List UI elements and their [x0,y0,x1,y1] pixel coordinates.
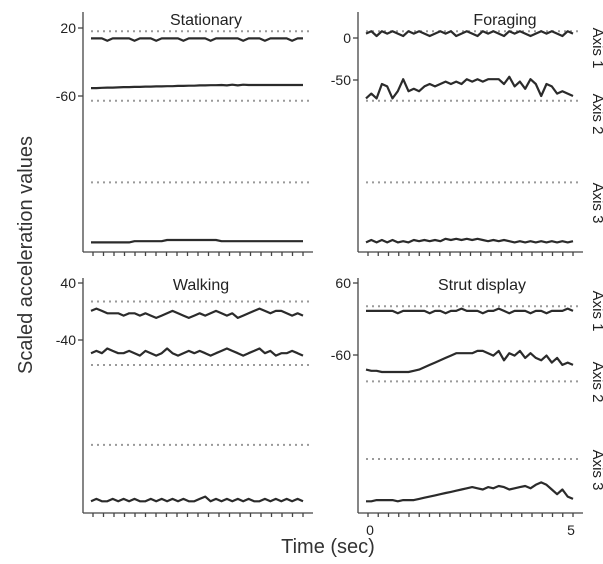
trace-axis-3 [366,481,574,503]
y-tick-label: -60 [56,88,76,104]
axis-tag: Axis 2 [589,362,603,403]
x-tick-label: 0 [366,522,374,538]
trace-axis-1 [90,307,304,319]
axis-tag: Axis 1 [589,28,603,69]
y-tick-label: 40 [60,275,76,291]
x-axis-label: Time (sec) [281,536,375,558]
panel-stationary: 20 -60 Stationary [56,12,313,256]
axis-tag: Axis 1 [589,291,603,332]
y-tick-label: -40 [56,332,76,348]
trace-axis-2 [91,83,303,90]
y-tick-label: 20 [60,20,76,36]
trace-axis-2 [90,347,304,357]
panel-title: Walking [173,277,229,294]
y-tick-label: 60 [335,275,351,291]
trace-axis-1 [365,30,574,38]
axis-tag: Axis 3 [589,450,603,491]
trace-axis-3 [90,495,304,503]
y-tick-label: 0 [343,30,351,46]
panel-walking: 40 -40 Walking [56,275,313,517]
axis-tag: Axis 2 [589,94,603,135]
trace-axis-1 [91,37,303,42]
x-tick-label: 5 [567,522,575,538]
y-axis-label: Scaled acceleration values [15,136,37,374]
trace-axis-1 [366,307,574,315]
panel-title: Foraging [473,12,536,29]
panel-strut-display: 60 -60 0 5 Strut display [331,275,583,538]
panel-title: Strut display [438,277,526,294]
trace-axis-2 [365,349,574,374]
panel-title: Stationary [170,12,242,29]
y-tick-label: -60 [331,347,351,363]
trace-axis-3 [91,238,303,244]
panel-foraging: 0 -50 Foraging [331,12,583,256]
trace-axis-2 [365,75,574,100]
y-tick-label: -50 [331,72,351,88]
trace-axis-3 [365,237,574,244]
axis-tag: Axis 3 [589,183,603,224]
